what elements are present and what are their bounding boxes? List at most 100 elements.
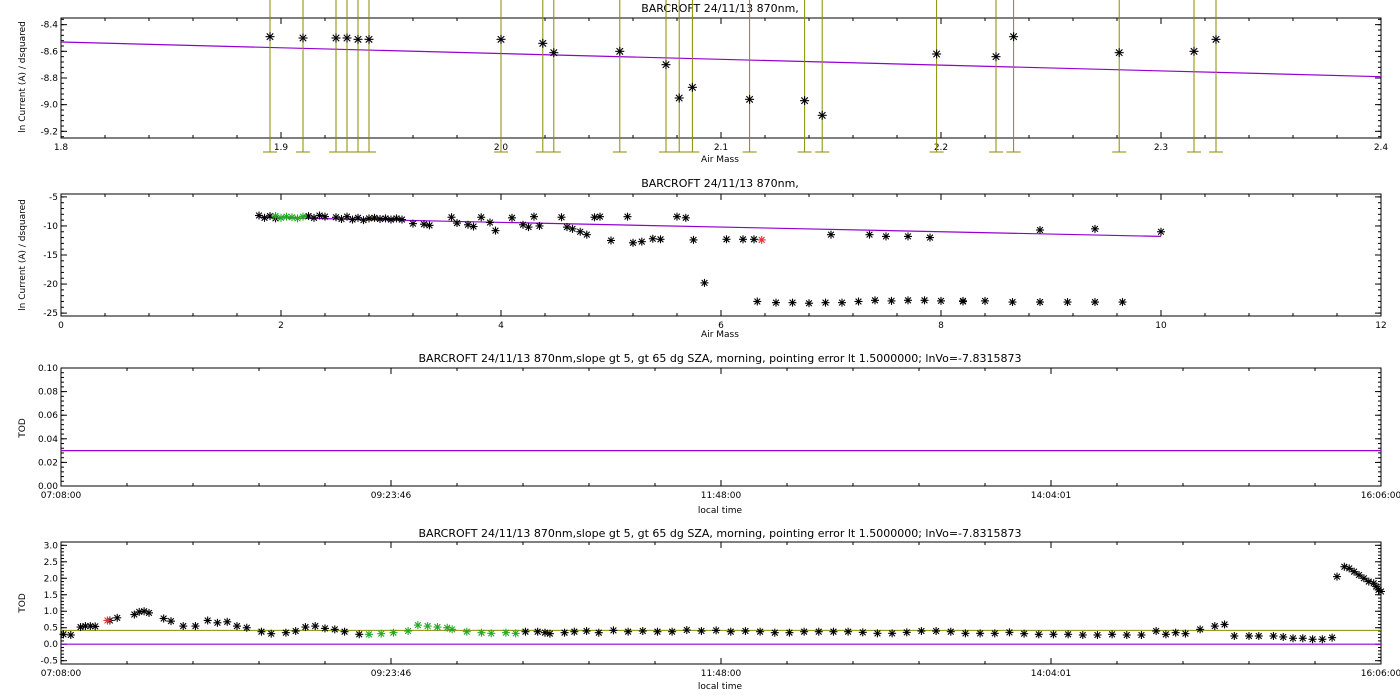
panel-tod-line: BARCROFT 24/11/13 870nm,slope gt 5, gt 6… [18, 352, 1400, 516]
data-point [271, 212, 280, 221]
y-tick-label: 0.02 [38, 458, 58, 468]
panel3-ylabel: TOD [18, 418, 28, 439]
data-point [656, 235, 665, 244]
data-point [1091, 224, 1099, 233]
data-point [629, 238, 637, 247]
panel3-title: BARCROFT 24/11/13 870nm,slope gt 5, gt 6… [419, 352, 1022, 365]
panel4-xlabel: local time [698, 682, 743, 692]
data-point [829, 627, 838, 636]
data-point [311, 622, 320, 631]
error-bar [494, 0, 508, 153]
x-tick-label: 16:06:00 [1361, 491, 1400, 501]
error-bar [1209, 0, 1223, 153]
data-point [213, 618, 222, 627]
data-point [1350, 567, 1359, 576]
data-point [1220, 620, 1229, 629]
data-point [946, 627, 955, 636]
data-point [321, 212, 329, 221]
data-point [1279, 632, 1288, 641]
data-point [1230, 631, 1239, 640]
data-point [298, 33, 308, 43]
data-point [282, 212, 291, 221]
y-tick-label: -0.5 [40, 657, 58, 667]
data-point [130, 610, 139, 619]
data-point [563, 223, 571, 232]
x-tick-label: 07:08:00 [41, 669, 82, 679]
data-point [805, 299, 813, 308]
data-point [340, 627, 349, 636]
data-point [1328, 633, 1337, 642]
data-point [1211, 34, 1221, 44]
data-point [1036, 226, 1044, 235]
data-point [596, 212, 604, 221]
y-tick-label: -8.4 [40, 21, 58, 31]
data-point [873, 629, 882, 638]
data-point [398, 215, 406, 224]
x-tick-label: 2.2 [934, 143, 948, 153]
data-point [76, 623, 85, 632]
y-tick-label: -9.2 [40, 127, 58, 137]
data-point [1009, 32, 1019, 42]
panel2-ylabel: ln Current (A) / dsquared [18, 199, 28, 311]
data-point [1289, 634, 1297, 643]
x-tick-label: 4 [498, 321, 504, 331]
error-bar [362, 0, 376, 153]
x-tick-label: 0 [58, 321, 64, 331]
data-point [113, 613, 122, 622]
data-point [990, 629, 999, 638]
data-point [653, 627, 662, 636]
data-point [365, 214, 373, 223]
data-point [623, 212, 632, 221]
data-point [882, 232, 890, 241]
data-point [1049, 630, 1058, 639]
x-tick-label: 1.8 [54, 143, 69, 153]
panel1-xlabel: Air Mass [701, 155, 739, 165]
data-point [637, 237, 646, 246]
panel4-title: BARCROFT 24/11/13 870nm,slope gt 5, gt 6… [419, 527, 1022, 540]
panel2-title: BARCROFT 24/11/13 870nm, [641, 177, 799, 190]
data-point [420, 220, 428, 229]
error-bar [263, 0, 277, 153]
data-point [281, 628, 290, 637]
error-bar [340, 0, 354, 153]
data-point [1333, 572, 1341, 581]
x-tick-label: 2.3 [1154, 143, 1168, 153]
data-point [1020, 629, 1029, 638]
data-point [321, 624, 329, 633]
data-point [496, 34, 506, 44]
x-tick-label: 09:23:46 [371, 491, 412, 501]
data-point [624, 627, 633, 636]
error-bar [742, 0, 757, 153]
data-point [524, 223, 533, 232]
panel4-ylabel: TOD [18, 593, 28, 614]
y-tick-label: 0.00 [38, 482, 58, 492]
fit-line [258, 216, 1162, 238]
data-point [364, 34, 374, 44]
data-point [959, 297, 967, 306]
data-point [821, 298, 830, 307]
data-point [257, 627, 266, 636]
data-point [814, 627, 823, 636]
data-point [712, 626, 721, 635]
panel-airmass-full: BARCROFT 24/11/13 870nm, Air Mass ln Cur… [18, 177, 1387, 340]
data-point [1318, 635, 1327, 644]
data-point [443, 623, 452, 632]
data-point [535, 221, 544, 230]
data-point [59, 630, 68, 639]
data-point [920, 296, 929, 305]
y-tick-label: -25 [43, 309, 58, 319]
y-tick-label: -9.0 [40, 101, 58, 111]
data-point [392, 214, 401, 223]
data-point [464, 220, 472, 229]
data-point [756, 627, 765, 636]
x-tick-label: 09:23:46 [371, 669, 412, 679]
data-point [800, 96, 810, 106]
data-point [409, 219, 417, 228]
data-point [904, 232, 912, 241]
data-point [1064, 630, 1073, 639]
panel3-xlabel: local time [698, 506, 743, 516]
data-point [477, 628, 486, 637]
data-point [530, 212, 538, 221]
data-point [179, 622, 188, 631]
data-point [538, 38, 548, 48]
